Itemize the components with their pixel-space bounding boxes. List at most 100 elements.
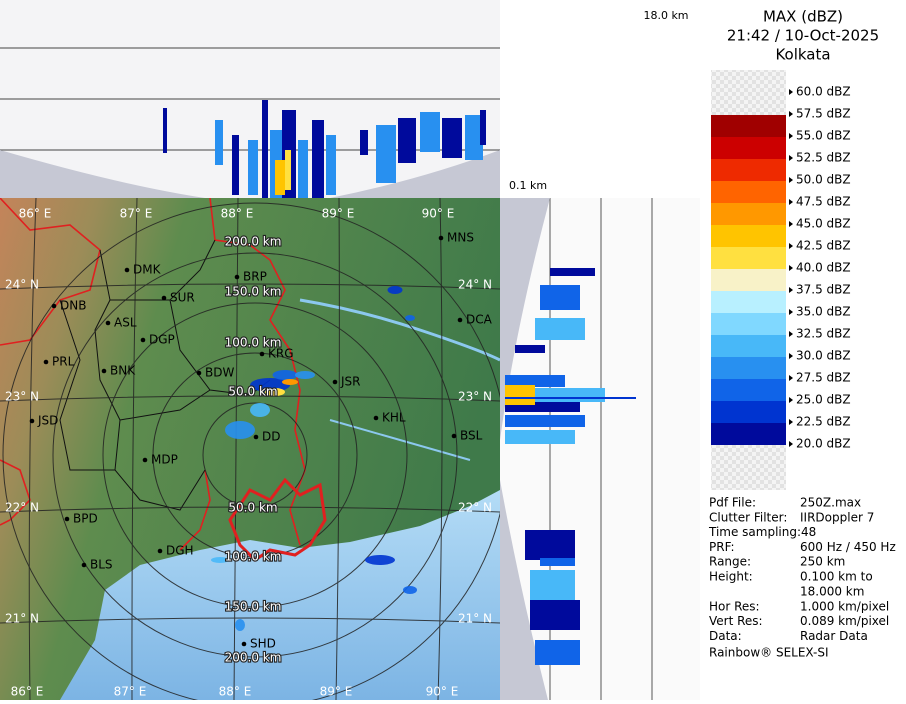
legend-label: 25.0 dBZ xyxy=(796,393,851,407)
info-label: Data: xyxy=(709,629,742,643)
echo-row xyxy=(505,430,575,444)
legend-swatch xyxy=(711,137,786,159)
legend-swatch xyxy=(711,247,786,269)
legend-tick xyxy=(789,155,793,161)
echo xyxy=(365,555,395,565)
range-label: 50.0 km xyxy=(228,385,277,399)
info-label: Pdf File: xyxy=(709,496,756,510)
echo-column xyxy=(442,118,462,158)
info-label: PRF: xyxy=(709,540,735,554)
echo xyxy=(295,371,315,379)
legend-tick xyxy=(789,221,793,227)
range-ring xyxy=(102,302,408,608)
range-label: 100.0 km xyxy=(225,336,282,350)
city-label: BSL xyxy=(460,429,483,443)
range-ring xyxy=(2,202,500,700)
echo-row xyxy=(515,345,545,353)
echo-column xyxy=(326,135,336,195)
city-marker xyxy=(438,235,444,241)
echo xyxy=(225,421,255,439)
range-label: 200.0 km xyxy=(225,235,282,249)
echo-row xyxy=(530,570,575,600)
city-label: KRG xyxy=(268,347,294,361)
top-height-label: 18.0 km xyxy=(643,9,688,22)
echo-column xyxy=(298,140,308,198)
map xyxy=(0,198,500,700)
echo-column xyxy=(248,140,258,195)
echo-core xyxy=(505,385,535,405)
info-value: 600 Hz / 450 Hz xyxy=(800,540,896,554)
echo xyxy=(387,286,403,294)
latitude-label: 21° N xyxy=(5,612,39,626)
echo-row xyxy=(505,402,580,412)
legend-swatch xyxy=(711,115,786,137)
coast-red xyxy=(228,477,327,562)
info-value: 18.000 km xyxy=(800,585,864,599)
range-label: 200.0 km xyxy=(225,651,282,665)
longitude-label: 86° E xyxy=(11,685,44,699)
info-label: Time sampling:48 xyxy=(708,525,816,539)
legend-label: 42.5 dBZ xyxy=(796,239,851,253)
echo xyxy=(250,403,270,417)
parallel xyxy=(0,506,500,513)
city-marker xyxy=(29,418,35,424)
city-marker xyxy=(259,351,265,357)
parallel xyxy=(0,283,500,290)
meridian xyxy=(335,198,340,700)
echo-column xyxy=(163,108,167,153)
city-label: BLS xyxy=(90,558,113,572)
city-marker xyxy=(81,562,87,568)
echo-core xyxy=(275,160,285,195)
city-label: JSD xyxy=(37,414,58,428)
echo-row xyxy=(540,285,580,310)
city-label: DMK xyxy=(133,263,162,277)
legend-swatch xyxy=(711,159,786,181)
legend-label: 60.0 dBZ xyxy=(796,85,851,99)
city-marker xyxy=(234,274,240,280)
echo-column xyxy=(398,118,416,163)
legend-tick xyxy=(789,419,793,425)
city-label: BDW xyxy=(205,366,234,380)
legend-swatch xyxy=(711,423,786,445)
city-label: BRP xyxy=(243,270,267,284)
city-marker xyxy=(241,641,247,647)
city-marker xyxy=(451,433,457,439)
city-label: BNK xyxy=(110,364,136,378)
legend-label: 57.5 dBZ xyxy=(796,107,851,121)
echo-core xyxy=(285,150,291,190)
parallel xyxy=(0,395,500,402)
legend-swatch xyxy=(711,291,786,313)
legend-label: 20.0 dBZ xyxy=(796,437,851,451)
legend-tick xyxy=(789,353,793,359)
legend-tick xyxy=(789,397,793,403)
echo-column xyxy=(465,115,483,160)
meridian xyxy=(131,198,138,700)
city-label: JSR xyxy=(340,375,361,389)
legend-swatch xyxy=(711,225,786,247)
city-marker xyxy=(373,415,379,421)
echo xyxy=(403,586,417,594)
longitude-label: 88° E xyxy=(221,207,254,221)
meridian xyxy=(437,198,443,700)
range-label: 150.0 km xyxy=(225,600,282,614)
legend-swatch xyxy=(711,379,786,401)
info-label: Clutter Filter: xyxy=(709,510,787,524)
city-label: DGH xyxy=(166,544,194,558)
longitude-label: 87° E xyxy=(120,207,153,221)
info-value: 250 km xyxy=(800,555,845,569)
echo-column xyxy=(420,112,440,152)
city-marker xyxy=(157,548,163,554)
legend-tick xyxy=(789,375,793,381)
latitude-label: 21° N xyxy=(458,612,492,626)
longitude-label: 90° E xyxy=(426,685,459,699)
longitude-label: 89° E xyxy=(320,685,353,699)
city-marker xyxy=(105,320,111,326)
city-marker xyxy=(101,368,107,374)
parallel xyxy=(0,617,500,624)
echo-column xyxy=(480,110,486,145)
legend-label: 40.0 dBZ xyxy=(796,261,851,275)
city-marker xyxy=(140,337,146,343)
legend-swatch xyxy=(711,357,786,379)
legend-tick xyxy=(789,199,793,205)
panel-title: MAX (dBZ) xyxy=(763,8,843,26)
